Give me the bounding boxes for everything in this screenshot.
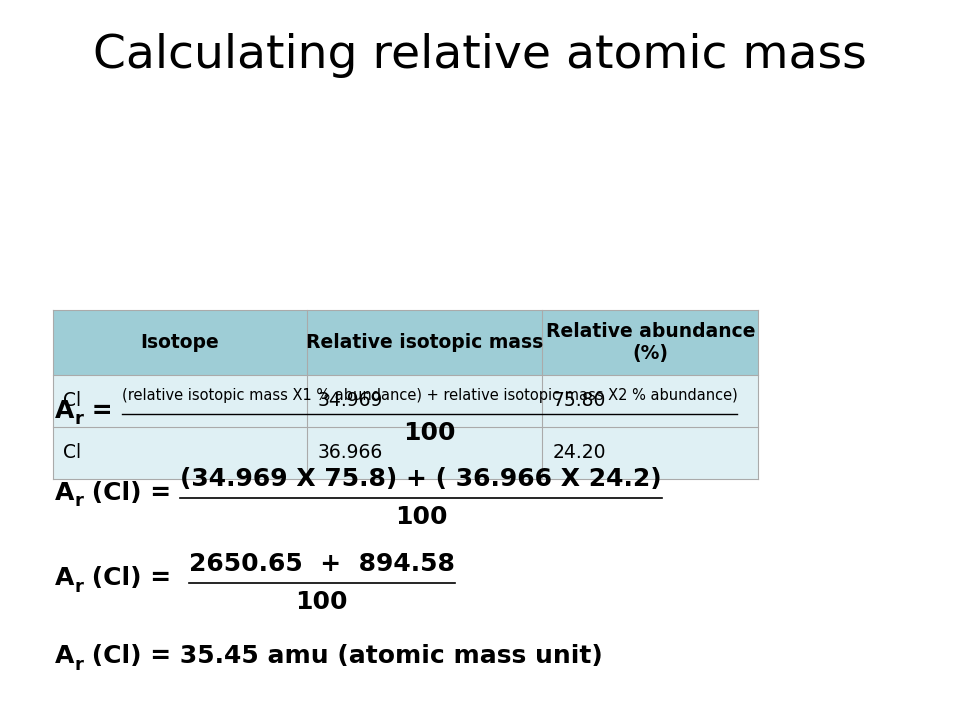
Text: A: A <box>55 644 74 668</box>
Text: Cl: Cl <box>62 392 81 410</box>
Text: 36.966: 36.966 <box>317 444 382 462</box>
Text: Isotope: Isotope <box>140 333 220 352</box>
Text: Relative abundance
(%): Relative abundance (%) <box>545 322 756 363</box>
Text: r: r <box>74 410 84 428</box>
Text: (relative isotopic mass X1 % abundance) + relative isotopic mass X2 % abundance): (relative isotopic mass X1 % abundance) … <box>122 388 737 403</box>
Bar <box>53 375 758 427</box>
Text: 34.969: 34.969 <box>317 392 383 410</box>
Text: (Cl) = 35.45 amu (atomic mass unit): (Cl) = 35.45 amu (atomic mass unit) <box>84 644 603 668</box>
Text: 100: 100 <box>403 421 456 445</box>
Bar <box>53 310 758 375</box>
Text: A: A <box>55 399 74 423</box>
Text: 2650.65  +  894.58: 2650.65 + 894.58 <box>189 552 455 576</box>
Text: 24.20: 24.20 <box>552 444 606 462</box>
Text: 100: 100 <box>296 590 348 614</box>
Text: A: A <box>55 566 74 590</box>
Text: (Cl) =: (Cl) = <box>84 566 189 590</box>
Bar <box>53 427 758 479</box>
Text: Calculating relative atomic mass: Calculating relative atomic mass <box>93 32 867 78</box>
Text: (34.969 X 75.8) + ( 36.966 X 24.2): (34.969 X 75.8) + ( 36.966 X 24.2) <box>180 467 661 491</box>
Text: Relative isotopic mass: Relative isotopic mass <box>306 333 543 352</box>
Text: Cl: Cl <box>62 444 81 462</box>
Text: r: r <box>74 492 84 510</box>
Text: 100: 100 <box>395 505 447 529</box>
Text: 75.80: 75.80 <box>552 392 606 410</box>
Text: A: A <box>55 481 74 505</box>
Text: =: = <box>84 399 122 423</box>
Text: r: r <box>74 655 84 673</box>
Text: (Cl) =: (Cl) = <box>84 481 180 505</box>
Text: r: r <box>74 577 84 595</box>
